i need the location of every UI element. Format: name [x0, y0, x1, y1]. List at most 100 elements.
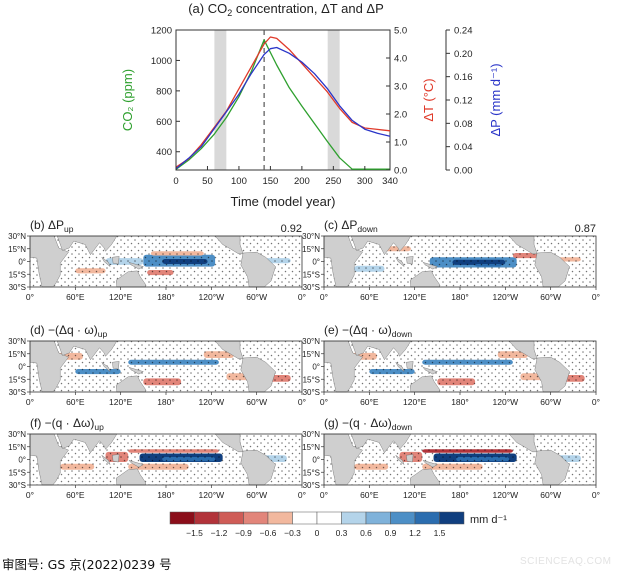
- lat-tick-label: 15°S: [9, 375, 26, 384]
- sumatra-island: [395, 257, 405, 268]
- series-lines: [175, 36, 391, 170]
- new-guinea-island: [422, 459, 438, 468]
- colorbar-tick-label: 0: [315, 528, 320, 538]
- lat-tick-label: 15°S: [303, 468, 320, 477]
- panel-title-main: (c) ΔP: [324, 218, 357, 232]
- lat-tick-label: 30°S: [9, 388, 26, 397]
- africa-landmass: [29, 235, 69, 288]
- new-guinea-island: [128, 459, 144, 468]
- co2-axis-label: CO₂ (ppm): [120, 69, 135, 131]
- south-america-landmass: [240, 356, 276, 393]
- lat-tick-label: 0°: [312, 258, 320, 267]
- lon-tick-label: 60°W: [540, 292, 561, 302]
- lat-tick-label: 30°N: [8, 430, 26, 439]
- panel-title: (e) −(Δq · ω)down: [324, 323, 412, 339]
- x-tick-label: 100: [231, 176, 247, 187]
- lon-tick-label: 0°: [592, 397, 600, 407]
- lat-tick-label: 15°N: [8, 350, 26, 359]
- lon-tick-label: 120°W: [493, 490, 519, 500]
- lat-tick-label: 0°: [312, 456, 320, 465]
- co2-axis-ticks: 400 600 800 1000 1200: [151, 26, 180, 158]
- africa-landmass: [323, 433, 363, 486]
- colorbar-tick-label: 0.9: [385, 528, 397, 538]
- sumatra-island: [101, 257, 111, 268]
- borneo-island: [112, 454, 120, 463]
- lon-tick-label: 0°: [592, 490, 600, 500]
- lat-tick-label: 15°S: [9, 468, 26, 477]
- dP-tick-label: 0.04: [454, 142, 473, 153]
- lon-tick-label: 60°E: [66, 490, 85, 500]
- new-guinea-island: [422, 366, 438, 375]
- panel-title-sub: down: [357, 224, 378, 234]
- panel-title: (f) −(q · Δω)up: [30, 416, 104, 432]
- colorbar-segment: [292, 511, 318, 525]
- colorbar-tick-label: 1.2: [409, 528, 421, 538]
- asia-landmass: [350, 433, 412, 454]
- colorbar-tick-label: 0.6: [360, 528, 372, 538]
- lon-tick-label: 60°W: [246, 490, 267, 500]
- lon-tick-label: 0°: [26, 490, 34, 500]
- central-america-landmass: [214, 235, 244, 255]
- asia-landmass: [56, 340, 118, 361]
- co2-tick-label: 800: [156, 86, 172, 97]
- central-america-landmass: [214, 340, 244, 360]
- co2-tick-label: 1200: [151, 26, 172, 37]
- africa-landmass: [29, 340, 69, 393]
- borneo-island: [112, 256, 120, 265]
- sumatra-island: [395, 455, 405, 466]
- panel-title-main: (f) −(q · Δω): [30, 416, 94, 430]
- series-line-dT: [175, 36, 391, 168]
- x-tick-label: 0: [173, 176, 178, 187]
- lon-tick-label: 60°W: [540, 490, 561, 500]
- lon-tick-label: 0°: [592, 292, 600, 302]
- central-america-landmass: [508, 235, 538, 255]
- panel-title-main: (g) −(q · Δω): [324, 416, 392, 430]
- lat-tick-label: 30°N: [302, 337, 320, 346]
- panel-title-main: (d) −(Δq · ω): [30, 323, 98, 337]
- lat-tick-label: 0°: [312, 363, 320, 372]
- colorbar-segment: [390, 511, 416, 525]
- dT-tick-label: 4.0: [394, 54, 407, 65]
- panel-title-sub: up: [64, 224, 74, 234]
- co2-tick-label: 1000: [151, 56, 172, 67]
- colorbar-unit: mm d⁻¹: [470, 514, 507, 526]
- lon-tick-label: 180°: [157, 490, 175, 500]
- central-america-landmass: [508, 340, 538, 360]
- panel-title: (g) −(q · Δω)down: [324, 416, 412, 432]
- colorbar-segment: [341, 511, 367, 525]
- watermark: SCIENCEAQ.COM: [520, 556, 612, 567]
- lat-tick-label: 30°S: [9, 283, 26, 292]
- africa-landmass: [323, 340, 363, 393]
- panel-title-sub: up: [98, 329, 108, 339]
- dP-tick-label: 0.00: [454, 166, 473, 177]
- colorbar-segment: [439, 511, 465, 525]
- x-axis-ticks: 0 50 100 150 200 250 300 340: [173, 166, 398, 187]
- colorbar-tick-label: −1.2: [211, 528, 228, 538]
- co2-tick-label: 600: [156, 117, 172, 128]
- lon-tick-label: 120°W: [199, 490, 225, 500]
- series-line-co2: [175, 39, 390, 170]
- lon-tick-label: 120°E: [403, 292, 427, 302]
- colorbar-segment: [218, 511, 244, 525]
- new-guinea-island: [128, 366, 144, 375]
- map-approval-number: 审图号: GS 京(2022)0239 号: [2, 557, 172, 572]
- asia-landmass: [350, 235, 412, 256]
- dP-tick-label: 0.16: [454, 72, 473, 83]
- lat-tick-label: 15°S: [9, 270, 26, 279]
- dP-tick-label: 0.24: [454, 26, 473, 37]
- pattern-correlation: 0.92: [281, 223, 302, 235]
- panel-title: (c) ΔPdown: [324, 218, 378, 234]
- colorbar-tick-label: −0.3: [284, 528, 301, 538]
- dP-tick-label: 0.08: [454, 119, 473, 130]
- borneo-island: [406, 454, 414, 463]
- dT-tick-label: 3.0: [394, 82, 407, 93]
- x-axis-label: Time (model year): [231, 194, 336, 209]
- sumatra-island: [101, 362, 111, 373]
- lat-tick-label: 30°S: [303, 388, 320, 397]
- asia-landmass: [56, 235, 118, 256]
- lat-tick-label: 15°S: [303, 270, 320, 279]
- dP-axis-label: ΔP (mm d⁻¹): [488, 63, 503, 136]
- africa-landmass: [29, 433, 69, 486]
